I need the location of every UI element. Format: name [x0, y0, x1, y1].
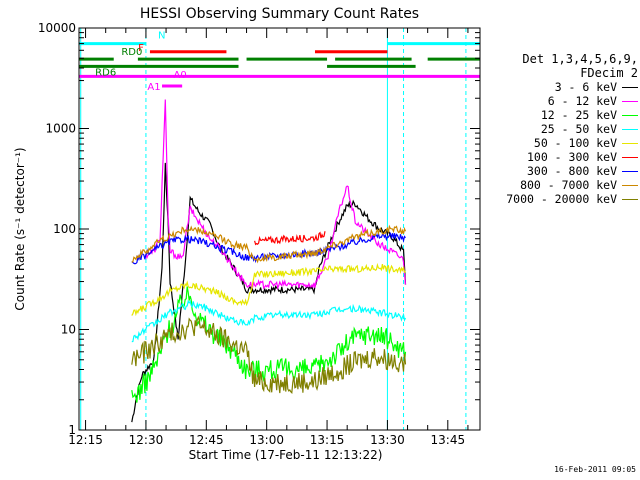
y-tick-label-4: 10000 [38, 21, 76, 35]
legend-entry-1: 6 - 12 keV [490, 94, 638, 108]
legend-swatch [622, 156, 638, 158]
flag-label-2: RD0 [121, 47, 142, 58]
x-tick-label-0: 12:15 [68, 433, 103, 447]
legend-title-line-2: FDecim 2 [580, 66, 638, 80]
legend-swatch [622, 114, 638, 116]
x-tick-label-5: 13:30 [370, 433, 405, 447]
legend-title-line-1: Det 1,3,4,5,6,9, [522, 52, 638, 66]
series-line-1 [145, 99, 407, 291]
legend-label: 50 - 100 keV [533, 136, 617, 150]
legend-swatch [622, 184, 638, 186]
x-tick-label-3: 13:00 [249, 433, 284, 447]
chart-title: HESSI Observing Summary Count Rates [140, 6, 419, 22]
x-tick-label-6: 13:45 [431, 433, 466, 447]
legend-entry-5: 100 - 300 keV [490, 150, 638, 164]
series-line-4 [131, 262, 406, 317]
plot-frame [78, 27, 481, 431]
x-tick-label-4: 13:15 [310, 433, 345, 447]
flag-label-3: RD6 [95, 67, 116, 78]
series-line-0 [131, 162, 407, 423]
legend-swatch [622, 170, 638, 172]
x-tick-label-1: 12:30 [129, 433, 164, 447]
y-axis-label: Count Rate (s⁻¹ detector⁻¹) [13, 147, 27, 310]
legend-entry-6: 300 - 800 keV [490, 164, 638, 178]
x-axis-label: Start Time (17-Feb-11 12:13:22) [189, 448, 383, 462]
legend-swatch [622, 142, 638, 144]
legend-swatch [622, 128, 638, 130]
flag-label-5: A0 [174, 70, 187, 81]
legend-label: 7000 - 20000 keV [506, 192, 617, 206]
legend-swatch [622, 198, 638, 200]
legend-label: 800 - 7000 keV [520, 178, 617, 192]
y-tick-label-2: 100 [53, 222, 76, 236]
legend-label: 100 - 300 keV [526, 150, 617, 164]
y-tick-label-1: 10 [61, 323, 76, 337]
legend-entry-7: 800 - 7000 keV [490, 178, 638, 192]
legend-entry-2: 12 - 25 keV [490, 108, 638, 122]
legend-swatch [622, 86, 638, 88]
series-line-7 [131, 224, 407, 264]
legend-label: 25 - 50 keV [540, 122, 617, 136]
y-tick-label-3: 1000 [45, 122, 76, 136]
series-line-5 [254, 231, 326, 246]
legend-label: 6 - 12 keV [547, 94, 617, 108]
flag-label-0: N [158, 31, 165, 42]
x-tick-label-2: 12:45 [189, 433, 224, 447]
legend-entry-8: 7000 - 20000 keV [490, 192, 638, 206]
flag-label-1: F [138, 43, 144, 54]
legend-label: 3 - 6 keV [554, 80, 617, 94]
y-tick-label-0: 1 [68, 423, 76, 437]
legend-label: 12 - 25 keV [540, 108, 617, 122]
flag-label-6: A1 [147, 82, 160, 93]
series-line-6 [131, 231, 406, 265]
legend-entry-4: 50 - 100 keV [490, 136, 638, 150]
legend-entry-0: 3 - 6 keV [490, 80, 638, 94]
series-line-8 [131, 315, 407, 394]
legend-entry-3: 25 - 50 keV [490, 122, 638, 136]
legend-label: 300 - 800 keV [526, 164, 617, 178]
timestamp: 16-Feb-2011 09:05 [554, 465, 636, 474]
legend: Det 1,3,4,5,6,9, FDecim 2 3 - 6 keV 6 - 1… [490, 52, 638, 206]
series-line-3 [131, 299, 407, 343]
legend-swatch [622, 100, 638, 102]
